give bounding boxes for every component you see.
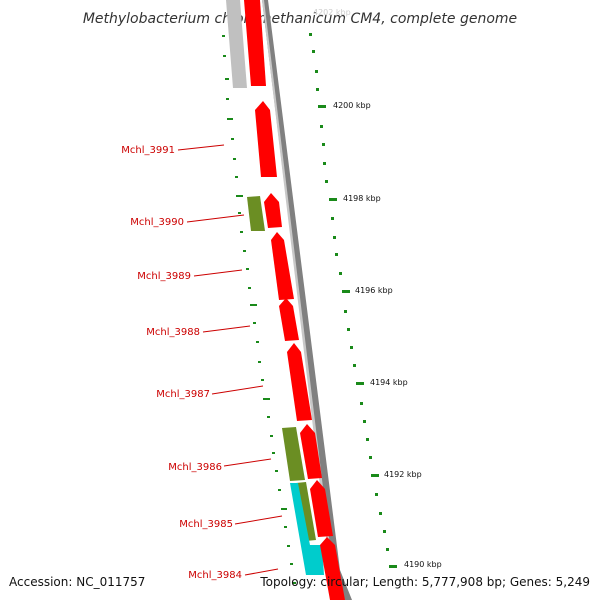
gene-label-3987[interactable]: Mchl_3987 — [156, 389, 210, 400]
topology-summary: Topology: circular; Length: 5,777,908 bp… — [259, 575, 590, 589]
genome-backbone — [262, 0, 352, 600]
gene-3987 — [287, 343, 312, 421]
gene-label-3984[interactable]: Mchl_3984 — [188, 570, 242, 581]
gene-label-3986[interactable]: Mchl_3986 — [168, 462, 222, 473]
gene-3990 — [264, 193, 282, 228]
outer-tick-column — [309, 33, 397, 568]
genome-backbone-light — [262, 0, 343, 600]
gene-3989 — [271, 232, 294, 300]
gene-3986-olive — [282, 427, 305, 481]
scale-label-4200: 4200 kbp — [333, 101, 371, 110]
gene-3986 — [300, 424, 322, 479]
gene-3990-olive — [247, 196, 265, 231]
gene-grey-top — [226, 0, 247, 88]
scale-label-4194: 4194 kbp — [370, 378, 408, 387]
accession-text: Accession: NC_011757 — [9, 575, 145, 589]
gene-label-3985[interactable]: Mchl_3985 — [179, 519, 233, 530]
gene-3985 — [310, 480, 333, 537]
gene-leader-lines — [177, 144, 283, 576]
scale-label-4196: 4196 kbp — [355, 286, 393, 295]
gene-3984 — [320, 537, 345, 600]
gene-label-3988[interactable]: Mchl_3988 — [146, 327, 200, 338]
inner-tick-column — [222, 35, 296, 584]
map-title: Methylobacterium chloromethanicum CM4, c… — [83, 11, 517, 27]
gene-3985-olive — [296, 482, 316, 541]
gene-3992 — [244, 0, 266, 86]
scale-label-4192: 4192 kbp — [384, 470, 422, 479]
gene-3991 — [255, 101, 277, 177]
gene-label-3990[interactable]: Mchl_3990 — [130, 217, 184, 228]
scale-label-faded: 4202 kbp — [313, 8, 351, 17]
gene-label-3991[interactable]: Mchl_3991 — [121, 145, 175, 156]
scale-label-4198: 4198 kbp — [343, 194, 381, 203]
scale-label-4190: 4190 kbp — [404, 560, 442, 569]
gene-3988 — [279, 298, 299, 341]
gene-cyan — [290, 483, 324, 575]
gene-label-3989[interactable]: Mchl_3989 — [137, 271, 191, 282]
